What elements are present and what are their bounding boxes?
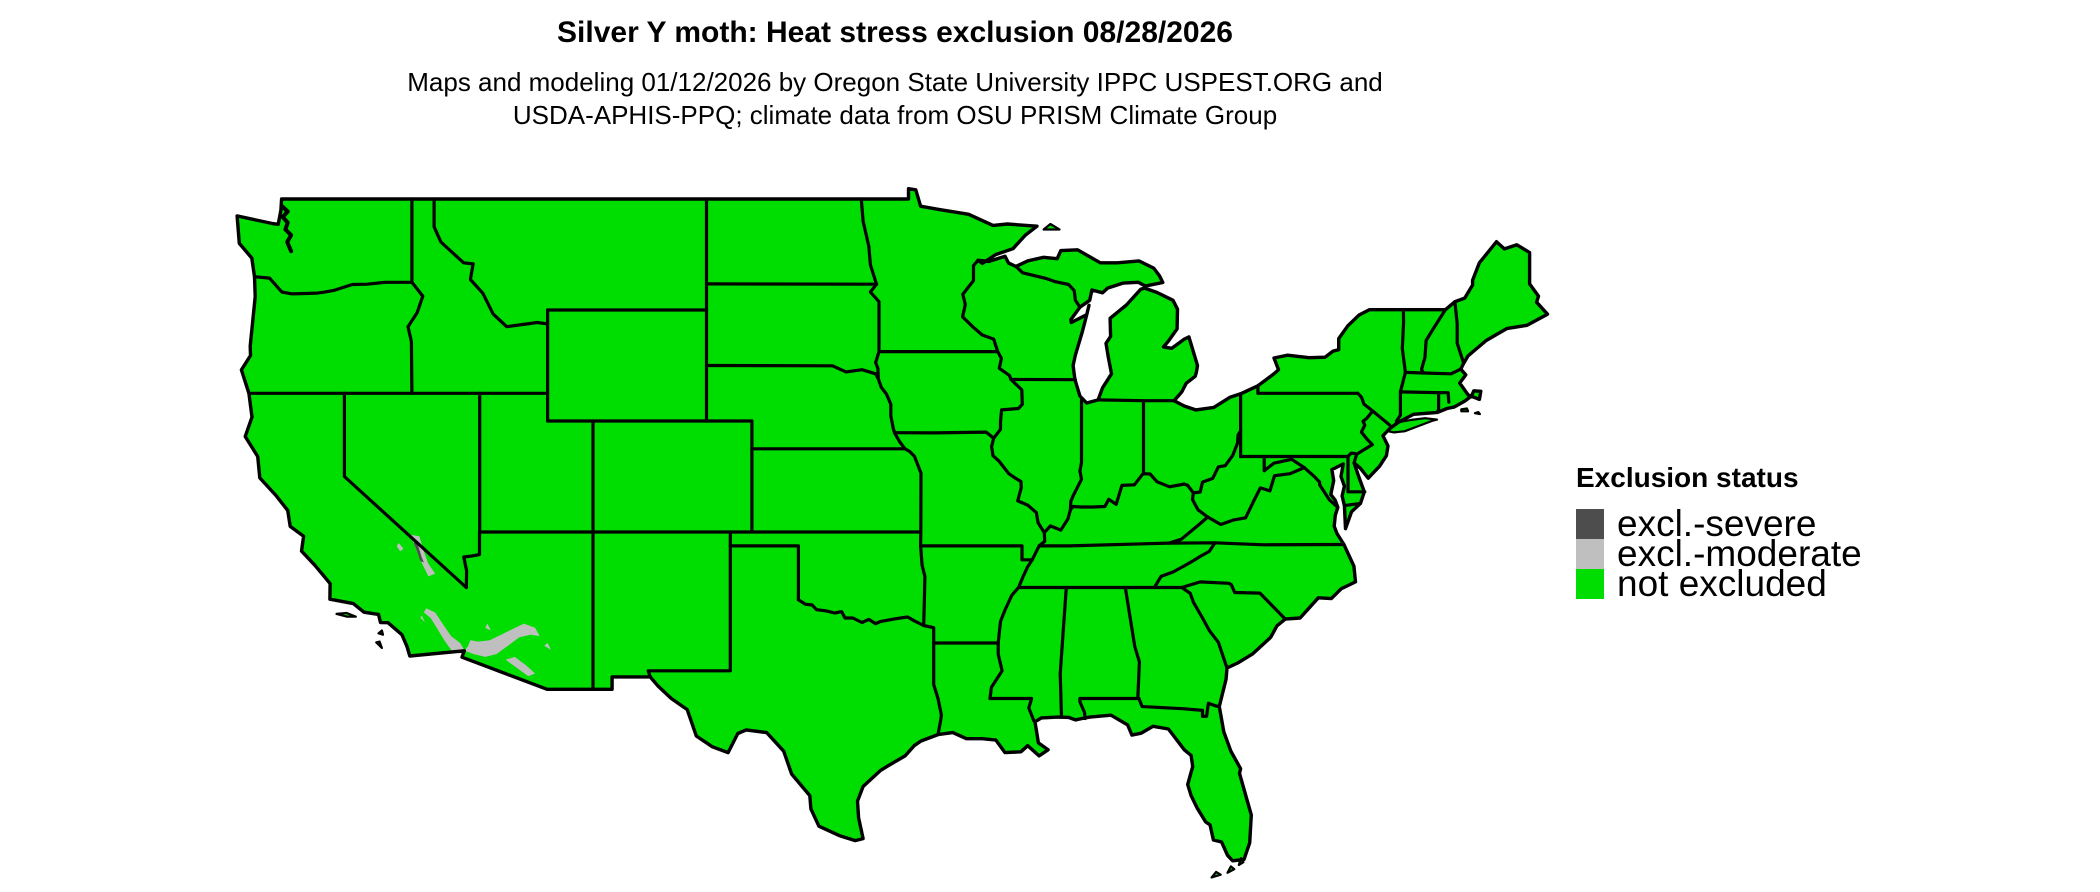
legend: Exclusion status excl.-severe excl.-moder… [1576, 462, 1862, 604]
state-border-35 [1096, 398, 1176, 403]
state-border-48 [1419, 308, 1447, 375]
state-border-61 [1152, 541, 1217, 590]
state-border-50 [1398, 390, 1451, 404]
legend-swatch-severe [1576, 509, 1604, 539]
state-border-33 [1042, 472, 1195, 535]
legend-item-moderate: excl.-moderate [1576, 533, 1862, 574]
figure-subtitle-line2: USDA-APHIS-PPQ; climate data from OSU PR… [512, 100, 1278, 130]
island-9 [1210, 870, 1222, 879]
state-border-40 [1262, 454, 1306, 473]
state-border-38 [1167, 515, 1210, 545]
state-border-44 [1352, 391, 1375, 465]
legend-title: Exclusion status [1576, 462, 1799, 493]
state-border-59 [1058, 585, 1068, 719]
coastline [235, 187, 1550, 863]
excl-moderate-patch-7 [420, 615, 425, 623]
exclusion-patches-layer [396, 534, 551, 677]
state-border-37 [1190, 491, 1210, 519]
state-border-16 [704, 363, 880, 381]
state-border-62 [1180, 585, 1229, 670]
island-5 [375, 640, 383, 650]
excl-severe-patch-0 [413, 540, 424, 563]
legend-swatch-none [1576, 569, 1604, 599]
legend-swatch-moderate [1576, 539, 1604, 569]
excl-moderate-patch-2 [423, 608, 465, 654]
legend-label-severe: excl.-severe [1617, 503, 1817, 544]
state-border-31 [1014, 264, 1082, 309]
puget-sound-detail [279, 203, 294, 254]
legend-item-severe: excl.-severe [1576, 503, 1862, 544]
figure-subtitle-line1: Maps and modeling 01/12/2026 by Oregon S… [407, 67, 1383, 97]
state-border-23 [961, 258, 1047, 701]
state-border-55 [1346, 454, 1367, 494]
state-border-63 [1180, 580, 1287, 621]
state-border-51 [1435, 391, 1441, 414]
state-border-25 [1037, 541, 1346, 548]
island-1 [1460, 407, 1470, 413]
state-border-8 [432, 197, 550, 329]
state-border-19 [874, 350, 923, 548]
state-border-20 [868, 282, 1000, 354]
border-lines-layer [235, 187, 1550, 863]
state-border-64 [988, 696, 1036, 723]
us-landmass-fill [237, 188, 1548, 861]
state-border-53 [1302, 466, 1340, 509]
legend-label-moderate: excl.-moderate [1617, 533, 1862, 574]
excl-moderate-patch-5 [485, 623, 491, 631]
excl-moderate-patch-4 [505, 656, 536, 677]
excl-moderate-patch-1 [396, 543, 404, 552]
island-4 [377, 629, 385, 636]
state-border-5 [462, 530, 482, 590]
island-3 [335, 611, 357, 618]
state-border-27 [796, 598, 926, 628]
state-border-36 [1191, 429, 1243, 495]
state-border-4 [342, 391, 468, 590]
figure-header: Silver Y moth: Heat stress exclusion 08/… [0, 16, 1790, 132]
island-8 [1226, 865, 1236, 874]
state-border-21 [859, 197, 879, 286]
state-border-29 [646, 530, 732, 679]
legend-items: excl.-severe excl.-moderate not excluded [1576, 503, 1862, 604]
state-border-2 [406, 280, 425, 395]
legend-label-none: not excluded [1617, 563, 1827, 604]
excl-moderate-patch-6 [544, 643, 551, 650]
state-border-1 [252, 275, 414, 296]
state-border-45 [1256, 384, 1360, 395]
state-border-46 [1371, 409, 1392, 427]
state-border-49 [1403, 367, 1463, 376]
island-6 [1042, 222, 1061, 231]
state-border-28 [728, 544, 800, 602]
state-border-58 [1123, 585, 1141, 701]
excl-moderate-patch-3 [464, 623, 540, 657]
state-border-57 [1078, 696, 1141, 721]
state-border-52 [1453, 300, 1466, 365]
state-border-32 [1068, 398, 1084, 512]
state-border-24 [919, 544, 1034, 562]
state-border-39 [1206, 466, 1306, 527]
land-fill-layer [237, 188, 1548, 879]
state-border-56 [1137, 696, 1221, 718]
state-border-22 [892, 430, 996, 440]
figure-title: Silver Y moth: Heat stress exclusion 08/… [557, 16, 1233, 49]
state-border-26 [919, 544, 943, 737]
state-border-54 [1342, 501, 1363, 508]
legend-item-none: not excluded [1576, 563, 1862, 604]
island-2 [1473, 411, 1481, 416]
